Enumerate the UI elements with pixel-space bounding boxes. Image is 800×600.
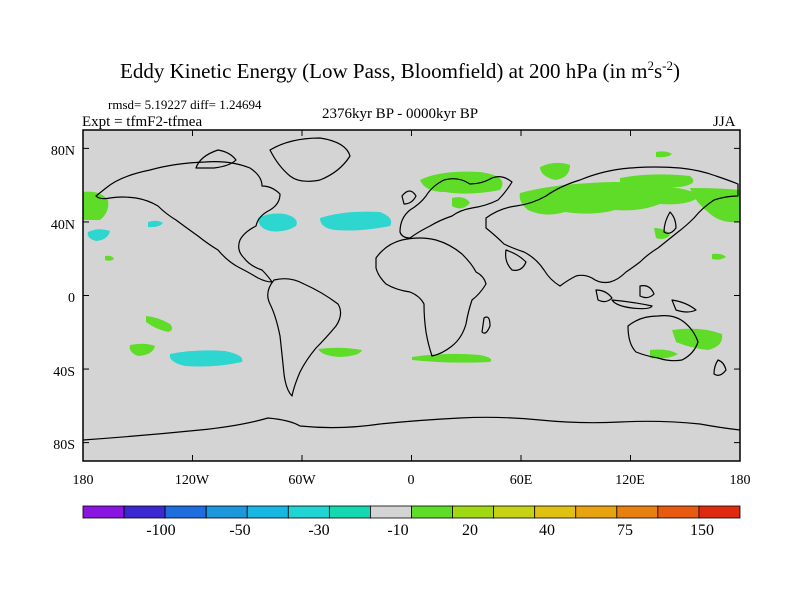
stats-text: rmsd= 5.19227 diff= 1.24694: [108, 97, 262, 112]
colorbar-swatch: [164, 505, 207, 519]
anomaly-patch: [650, 349, 678, 359]
colorbar-label: -100: [146, 522, 175, 539]
colorbar-label: 20: [462, 522, 478, 539]
anomaly-patch: [656, 151, 672, 158]
colorbar-swatch: [287, 505, 330, 519]
colorbar-swatch: [575, 505, 618, 519]
season-label: JJA: [713, 114, 736, 130]
lat-label-0: 0: [68, 291, 75, 306]
lon-label-120W: 120W: [175, 473, 210, 488]
lon-label-180E: 180: [730, 473, 751, 488]
positive-anomaly-patches: [83, 151, 740, 363]
colorbar-swatch: [82, 505, 125, 519]
anomaly-patch: [654, 228, 670, 239]
colorbar-swatch: [534, 505, 577, 519]
colorbar-label: 75: [617, 522, 633, 539]
anomaly-patch: [452, 197, 470, 209]
colorbar-swatch: [123, 505, 166, 519]
period-label: 2376kyr BP - 0000kyr BP: [321, 106, 479, 122]
colorbar-swatch: [328, 505, 371, 519]
experiment-label: Expt = tfmF2-tfmea: [82, 114, 203, 130]
lon-label-60W: 60W: [288, 473, 316, 488]
negative-anomaly-patches: [87, 211, 392, 367]
anomaly-patch: [129, 343, 155, 356]
anomaly-patch: [712, 253, 726, 260]
longitude-ticks: [82, 130, 741, 461]
colorbar-swatch: [493, 505, 536, 519]
colorbar-label: -50: [229, 522, 250, 539]
colorbar-swatch: [205, 505, 248, 519]
colorbar-label: -30: [308, 522, 329, 539]
colorbar-swatch: [411, 505, 453, 519]
coastlines: [83, 137, 740, 441]
lat-label-80S: 80S: [53, 438, 75, 453]
anomaly-patch: [420, 171, 503, 194]
anomaly-patch: [87, 229, 110, 241]
anomaly-patch: [620, 174, 694, 188]
lat-label-40S: 40S: [53, 365, 75, 380]
anomaly-patch: [320, 211, 392, 231]
colorbar-swatch: [246, 505, 289, 519]
anomaly-patch: [146, 316, 173, 332]
colorbar-swatch: [616, 505, 659, 519]
colorbar-swatch: [370, 505, 412, 519]
figure-title: Eddy Kinetic Energy (Low Pass, Bloomfiel…: [120, 58, 680, 83]
anomaly-patch: [318, 347, 362, 357]
lon-label-180W: 180: [73, 473, 94, 488]
lon-label-60E: 60E: [510, 473, 533, 488]
lon-label-0: 0: [408, 473, 415, 488]
colorbar-swatch: [452, 505, 495, 519]
anomaly-patch: [258, 213, 297, 232]
colorbar-label: 150: [690, 522, 714, 539]
colorbar-swatch: [698, 505, 741, 519]
lat-label-40N: 40N: [51, 218, 75, 233]
anomaly-patch: [148, 220, 163, 228]
colorbar: [82, 505, 741, 519]
lat-label-80N: 80N: [51, 144, 75, 159]
anomaly-patch: [169, 350, 243, 367]
latitude-ticks: [83, 147, 740, 444]
anomaly-patch: [519, 182, 700, 215]
colorbar-label: 40: [539, 522, 555, 539]
colorbar-swatch: [657, 505, 700, 519]
lon-label-120E: 120E: [615, 473, 645, 488]
anomaly-patch: [105, 255, 114, 261]
colorbar-label: -10: [387, 522, 408, 539]
anomaly-patch: [540, 162, 570, 180]
